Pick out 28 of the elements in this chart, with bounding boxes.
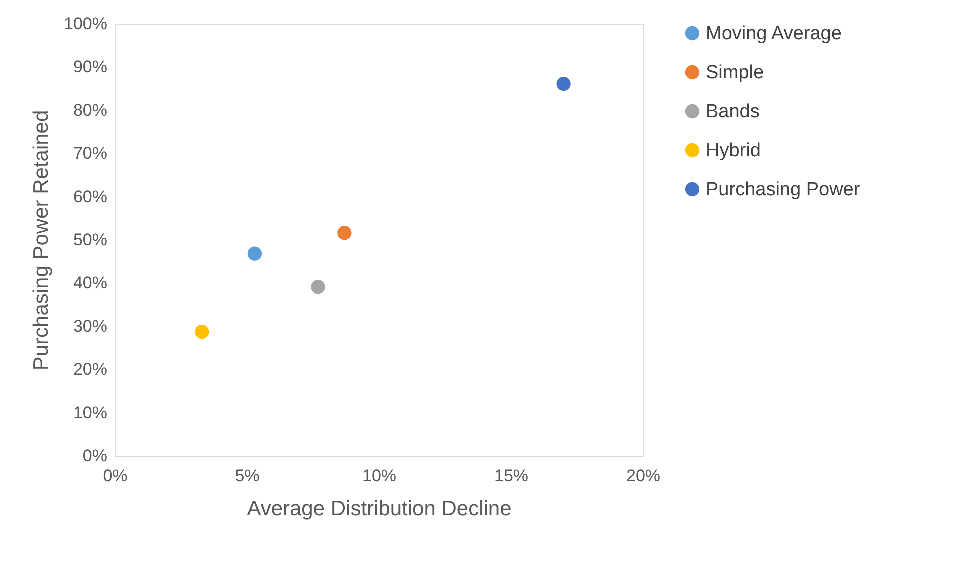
x-tick-label: 0% [103, 466, 128, 486]
x-tick-label: 20% [626, 466, 661, 486]
y-axis-title: Purchasing Power Retained [30, 110, 54, 371]
legend-label: Moving Average [706, 24, 842, 44]
point [311, 280, 326, 294]
y-tick-label: 50% [73, 230, 108, 250]
x-axis-title: Average Distribution Decline [247, 498, 512, 520]
point [248, 246, 262, 261]
y-tick-label: 10% [73, 403, 108, 422]
legend-label: Hybrid [706, 140, 761, 162]
y-tick-label: 100% [64, 14, 108, 34]
legend-label: Simple [706, 62, 764, 84]
point [338, 226, 352, 240]
y-tick-label: 30% [73, 316, 108, 336]
y-tick-label: 20% [73, 360, 108, 380]
legend-label: Purchasing Power [706, 180, 861, 200]
y-tick-label: 90% [73, 58, 108, 77]
point [556, 76, 571, 92]
x-tick-label: 10% [362, 466, 397, 486]
y-tick-label: 80% [73, 100, 108, 120]
y-tick-label: 0% [82, 446, 108, 466]
point [195, 324, 210, 340]
x-tick-label: 5% [235, 466, 260, 486]
y-tick-label: 60% [73, 187, 108, 206]
y-tick-label: 70% [73, 144, 108, 164]
legend-label: Bands [706, 102, 760, 122]
y-tick-label: 40% [73, 274, 108, 293]
x-tick-label: 15% [494, 466, 529, 486]
